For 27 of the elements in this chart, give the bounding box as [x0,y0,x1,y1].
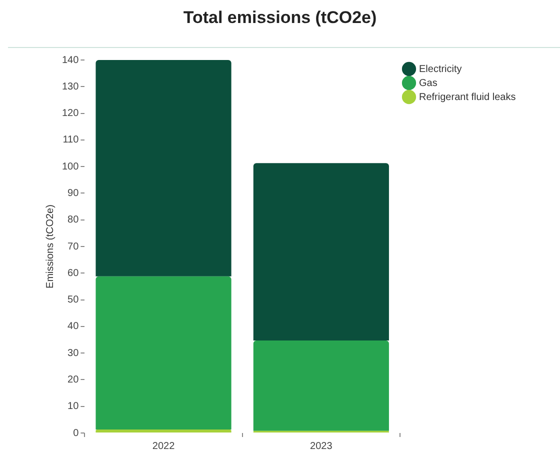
bar [253,340,389,431]
chart-title: Total emissions (tCO2e) [182,8,378,28]
y-tick-label: 0 [73,428,80,439]
y-tick-label: 110 [62,134,80,146]
bar [253,163,389,341]
x-tick-label: 2023 [310,440,333,452]
y-tick-label: 80 [68,214,80,226]
y-axis-title: Emissions (tCO2e) [44,204,56,288]
y-tick-label: 130 [62,81,80,92]
y-tick-label: 50 [68,294,80,306]
y-tick-label: 20 [68,374,80,386]
y-tick-label: 10 [68,401,80,412]
y-tick-label: 100 [62,161,80,172]
y-tick-label: 120 [62,108,80,120]
y-tick-label: 60 [68,268,80,279]
y-tick-label: 90 [68,188,80,199]
legend-label: Gas [419,78,438,89]
bar [96,430,232,432]
x-tick-label: 2022 [152,440,176,452]
bar [96,60,232,276]
y-tick-label: 140 [62,54,80,66]
bar [96,276,232,430]
y-tick-label: 40 [68,321,80,332]
legend-label: Electricity [419,64,462,75]
y-tick-label: 70 [68,241,80,252]
y-tick-label: 30 [68,348,80,359]
legend-label: Refrigerant fluid leaks [419,92,516,103]
